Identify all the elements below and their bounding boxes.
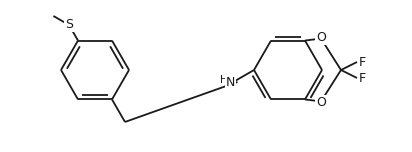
Text: F: F	[359, 55, 366, 69]
Text: O: O	[316, 96, 326, 109]
Text: O: O	[316, 31, 326, 44]
Text: N: N	[226, 76, 235, 90]
Text: F: F	[359, 71, 366, 85]
Text: H: H	[220, 75, 227, 85]
Text: S: S	[65, 18, 73, 31]
